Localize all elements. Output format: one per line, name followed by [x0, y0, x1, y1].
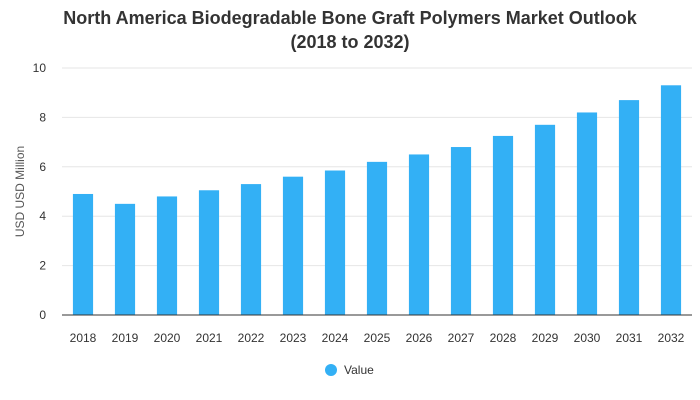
x-tick-label: 2022 [238, 331, 265, 345]
bar-2020[interactable] [156, 196, 178, 315]
bar-2026[interactable] [408, 154, 430, 315]
bar-2022[interactable] [240, 184, 262, 315]
y-tick-label: 10 [33, 61, 47, 75]
x-tick-label: 2031 [616, 331, 643, 345]
y-tick-label: 8 [39, 110, 46, 124]
y-tick-label: 4 [39, 209, 46, 223]
x-tick-label: 2027 [448, 331, 475, 345]
x-tick-label: 2029 [532, 331, 559, 345]
y-tick-label: 6 [39, 160, 46, 174]
bar-2032[interactable] [660, 85, 682, 315]
x-tick-label: 2019 [112, 331, 139, 345]
x-tick-label: 2026 [406, 331, 433, 345]
bar-2023[interactable] [282, 176, 304, 315]
legend[interactable]: Value [325, 363, 374, 377]
legend-marker[interactable] [325, 364, 337, 376]
bar-2024[interactable] [324, 170, 346, 315]
x-tick-label: 2028 [490, 331, 517, 345]
y-tick-label: 2 [39, 259, 46, 273]
bar-2021[interactable] [198, 190, 220, 315]
y-tick-label: 0 [39, 308, 46, 322]
x-tick-label: 2021 [196, 331, 223, 345]
bars [72, 85, 682, 316]
bar-2030[interactable] [576, 112, 598, 316]
x-tick-label: 2032 [658, 331, 685, 345]
x-tick-label: 2018 [70, 331, 97, 345]
x-axis-ticks: 2018 2019 2020 2021 2022 2023 2024 2025 2026 2027… [70, 331, 685, 345]
legend-label[interactable]: Value [344, 363, 374, 377]
bar-2019[interactable] [114, 203, 136, 315]
bar-2025[interactable] [366, 161, 388, 315]
bar-2018[interactable] [72, 193, 94, 315]
chart-title-line-1: North America Biodegradable Bone Graft P… [63, 8, 637, 28]
x-tick-label: 2020 [154, 331, 181, 345]
bar-2029[interactable] [534, 124, 556, 315]
x-tick-label: 2024 [322, 331, 349, 345]
y-axis-ticks: 0 2 4 6 8 10 [33, 61, 47, 322]
bar-2027[interactable] [450, 147, 472, 315]
bar-2031[interactable] [618, 100, 640, 315]
x-tick-label: 2023 [280, 331, 307, 345]
chart-title-line-2: (2018 to 2032) [290, 32, 409, 52]
x-tick-label: 2025 [364, 331, 391, 345]
bar-2028[interactable] [492, 135, 514, 315]
x-tick-label: 2030 [574, 331, 601, 345]
y-axis-title: USD USD Million [13, 146, 27, 237]
